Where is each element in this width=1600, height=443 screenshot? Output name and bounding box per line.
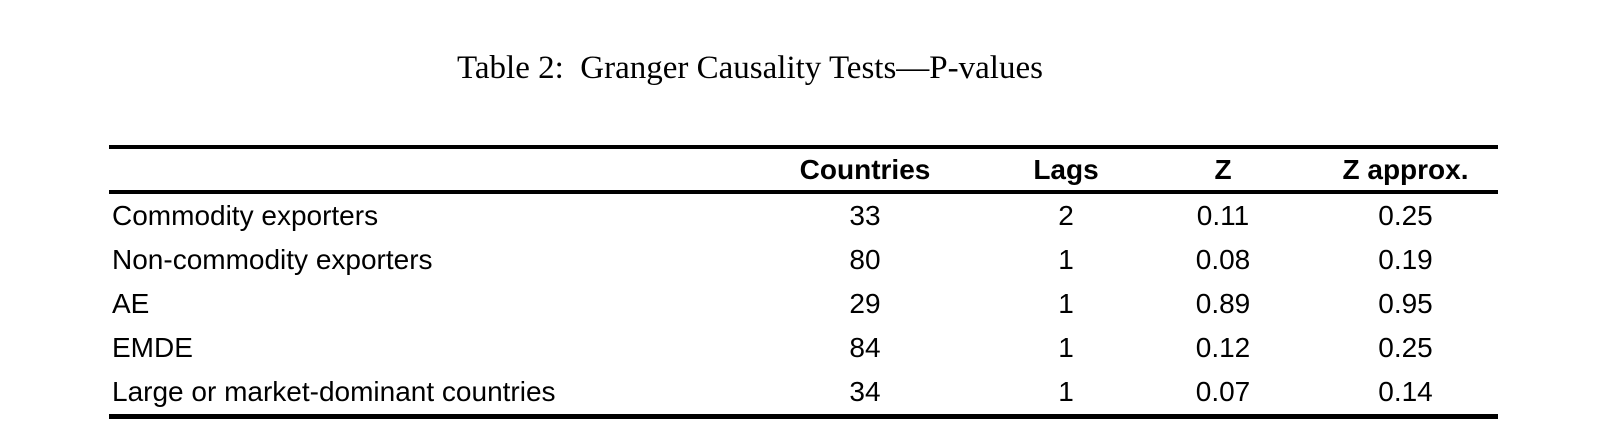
z-approx-cell: 0.25 — [1378, 200, 1433, 231]
column-header-z: Z — [1133, 147, 1313, 194]
lags-cell: 2 — [1058, 200, 1074, 231]
table-body: Commodity exporters 33 2 0.11 0.25 Non-c… — [109, 192, 1498, 417]
lags-cell: 1 — [1058, 376, 1074, 407]
countries-cell: 84 — [849, 332, 881, 363]
table-row: Non-commodity exporters 80 1 0.08 0.19 — [109, 238, 1498, 282]
column-header-lags: Lags — [999, 147, 1133, 194]
row-label-cell: Large or market-dominant countries — [112, 376, 556, 407]
row-label-cell: AE — [112, 288, 150, 319]
z-cell: 0.07 — [1195, 376, 1251, 407]
z-cell: 0.08 — [1195, 244, 1251, 275]
column-header-z-approx: Z approx. — [1313, 147, 1498, 194]
z-approx-cell: 0.14 — [1378, 376, 1433, 407]
granger-causality-table: Countries Lags Z Z approx. Commodity exp… — [109, 145, 1498, 419]
countries-cell: 80 — [849, 244, 881, 275]
header-row: Countries Lags Z Z approx. — [109, 147, 1498, 194]
table-caption: Table 2: Granger Causality Tests—P-value… — [457, 50, 1043, 86]
row-label-cell: Commodity exporters — [112, 200, 379, 231]
z-cell: 0.11 — [1196, 200, 1250, 231]
z-approx-cell: 0.95 — [1378, 288, 1433, 319]
row-label-cell: Non-commodity exporters — [112, 244, 433, 275]
table-row: Commodity exporters 33 2 0.11 0.25 — [109, 192, 1498, 238]
table-row: AE 29 1 0.89 0.95 — [109, 282, 1498, 326]
z-cell: 0.89 — [1195, 288, 1251, 319]
table-row: Large or market-dominant countries 34 1 … — [109, 370, 1498, 417]
countries-cell: 34 — [849, 376, 881, 407]
z-approx-cell: 0.19 — [1378, 244, 1433, 275]
table-header: Countries Lags Z Z approx. — [109, 147, 1498, 194]
lags-cell: 1 — [1058, 332, 1074, 363]
column-header-empty — [109, 147, 731, 194]
table-row: EMDE 84 1 0.12 0.25 — [109, 326, 1498, 370]
countries-cell: 29 — [849, 288, 881, 319]
lags-cell: 1 — [1058, 288, 1074, 319]
column-header-countries: Countries — [731, 147, 999, 194]
lags-cell: 1 — [1058, 244, 1074, 275]
countries-cell: 33 — [849, 200, 881, 231]
z-cell: 0.12 — [1195, 332, 1251, 363]
row-label-cell: EMDE — [112, 332, 193, 363]
z-approx-cell: 0.25 — [1378, 332, 1433, 363]
